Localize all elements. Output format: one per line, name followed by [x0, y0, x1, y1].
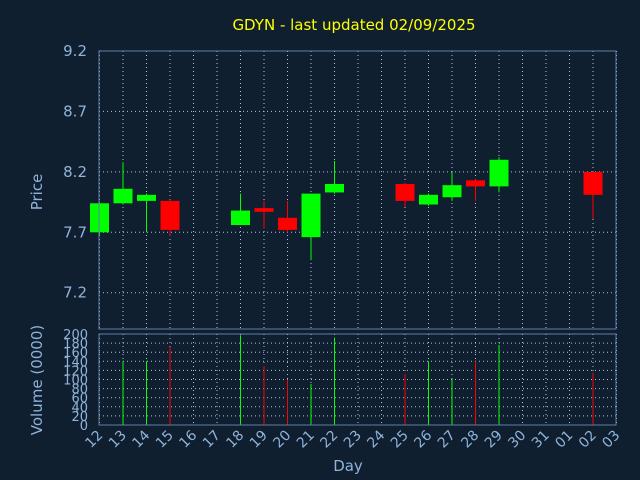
x-tick-label: 22 — [317, 428, 341, 452]
candle-29 — [489, 157, 509, 193]
x-tick-label: 03 — [599, 428, 623, 452]
x-tick-label: 17 — [200, 428, 224, 452]
candle-body — [325, 183, 344, 193]
candle-26 — [419, 193, 438, 206]
x-tick-label: 20 — [270, 428, 294, 452]
volume-y-tick-label: 140 — [63, 355, 88, 370]
volume-y-tick-label: 100 — [63, 374, 88, 389]
candle-18 — [231, 193, 250, 226]
x-tick-label: 15 — [153, 428, 177, 452]
candle-body — [231, 210, 250, 226]
price-y-tick-label: 8.2 — [63, 163, 87, 181]
x-tick-label: 14 — [129, 427, 153, 451]
volume-y-tick-label: 180 — [63, 337, 88, 352]
price-y-tick-label: 8.7 — [63, 102, 87, 120]
price-y-tick-label: 7.7 — [63, 223, 87, 241]
volume-y-tick-label: 0 — [80, 419, 88, 434]
volume-y-tick-label: 160 — [63, 346, 88, 361]
x-tick-label: 02 — [576, 428, 600, 452]
x-tick-label: 24 — [364, 427, 388, 451]
price-y-tick-label: 7.2 — [63, 284, 87, 302]
candle-19 — [254, 200, 274, 229]
price-candles — [90, 157, 603, 261]
x-tick-label: 31 — [529, 428, 553, 452]
candle-25 — [395, 182, 415, 207]
x-axis-label: Day — [333, 457, 363, 475]
x-tick-label: 27 — [435, 428, 459, 452]
price-y-tick-label: 9.2 — [63, 42, 87, 60]
candle-27 — [442, 171, 462, 201]
x-tick-labels: 12 13 14 15 16 17 18 19 20 21 22 23 24 25 26 27 28 29 30 31… — [82, 427, 623, 451]
x-tick-label: 25 — [388, 428, 412, 452]
x-tick-label: 01 — [552, 428, 576, 452]
x-tick-label: 28 — [458, 428, 482, 452]
candle-20 — [278, 200, 297, 233]
candle-body — [137, 194, 156, 201]
x-tick-label: 23 — [341, 428, 365, 452]
candle-14 — [137, 193, 156, 233]
x-tick-label: 18 — [223, 428, 247, 452]
candle-body — [278, 217, 297, 230]
candle-02 — [583, 171, 603, 220]
x-tick-label: 21 — [294, 428, 318, 452]
candle-body — [113, 188, 133, 204]
price-y-tick-labels: 7.2 7.7 8.2 8.7 9.2 — [63, 42, 87, 302]
candle-body — [395, 183, 415, 201]
x-tick-label: 16 — [176, 427, 200, 451]
candle-body — [442, 185, 462, 198]
price-axis-label: Price — [28, 174, 46, 211]
price-plot-frame — [98, 50, 617, 330]
x-tick-label: 19 — [247, 428, 271, 452]
candle-28 — [466, 179, 485, 201]
x-tick-label: 13 — [106, 428, 130, 452]
volume-y-tick-label: 20 — [71, 410, 88, 425]
candle-body — [301, 193, 321, 238]
candle-13 — [113, 162, 133, 205]
candle-21 — [301, 193, 321, 261]
candle-body — [419, 194, 438, 205]
volume-plot-frame — [98, 333, 617, 426]
candle-body — [160, 200, 180, 230]
x-tick-label: 26 — [411, 427, 435, 451]
chart-title: GDYN - last updated 02/09/2025 — [232, 16, 475, 34]
volume-axis-label: Volume (0000) — [28, 325, 46, 435]
volume-bars — [122, 335, 594, 425]
volume-y-tick-label: 200 — [63, 328, 88, 343]
volume-y-tick-label: 40 — [71, 401, 88, 416]
candle-body — [583, 171, 603, 195]
x-tick-label: 30 — [505, 428, 529, 452]
price-gridlines — [99, 50, 617, 329]
volume-y-tick-label: 120 — [63, 364, 88, 379]
volume-y-tick-label: 80 — [71, 383, 88, 398]
x-tick-label: 29 — [482, 428, 506, 452]
candle-body — [489, 159, 509, 187]
candle-body — [254, 208, 274, 212]
volume-gridlines — [99, 333, 617, 426]
candle-22 — [325, 160, 344, 194]
candle-15 — [160, 199, 180, 236]
candle-body — [466, 180, 485, 187]
volume-y-tick-label: 60 — [71, 392, 88, 407]
